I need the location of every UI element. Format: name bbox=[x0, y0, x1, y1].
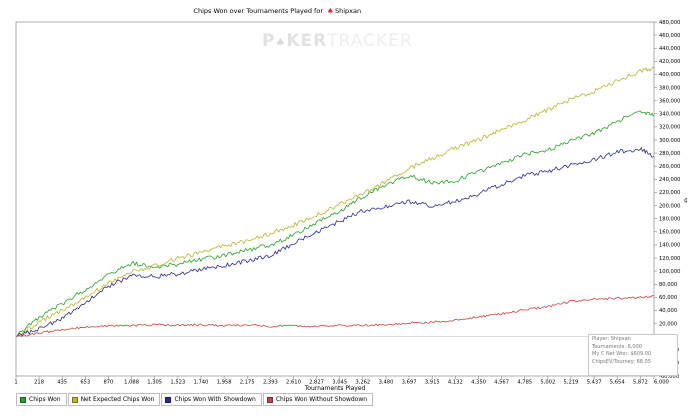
legend-swatch bbox=[266, 396, 273, 403]
x-axis-label: Tournaments Played bbox=[304, 385, 366, 392]
pokertracker-watermark: P♠KERTRACKER bbox=[262, 31, 413, 51]
y-tick-label: 20,000 bbox=[659, 321, 677, 327]
x-tick-label: 218 bbox=[34, 380, 44, 386]
y-tick-label: 160,000 bbox=[659, 230, 680, 236]
series-line-net-expected-chips-won bbox=[15, 66, 655, 338]
x-tick-label: 1,088 bbox=[124, 380, 139, 386]
x-tick-label: 2,610 bbox=[286, 380, 301, 386]
x-tick-label: 2,393 bbox=[263, 380, 278, 386]
x-tick-label: 1,958 bbox=[217, 380, 232, 386]
stats-box: Player: Shipxan Tournaments: 6,000 My C … bbox=[588, 334, 678, 376]
legend: Chips Won Net Expected Chips Won Chips W… bbox=[16, 393, 374, 406]
series-line-chips-won-without-showdown bbox=[15, 295, 655, 338]
x-tick-label: 1,740 bbox=[194, 380, 209, 386]
x-tick-label: 3,697 bbox=[402, 380, 417, 386]
legend-label: Chips Won bbox=[29, 396, 61, 403]
x-tick-label: 4,785 bbox=[517, 380, 532, 386]
legend-label: Chips Won Without Showdown bbox=[275, 396, 368, 403]
x-tick-label: 5,219 bbox=[564, 380, 579, 386]
stats-player: Player: Shipxan bbox=[592, 336, 631, 342]
x-tick-label: 5,002 bbox=[540, 380, 555, 386]
y-tick-label: 200,000 bbox=[659, 203, 680, 209]
x-tick-label: 1 bbox=[14, 380, 17, 386]
y-tick-label: 320,000 bbox=[659, 125, 680, 131]
legend-item-chips-won[interactable]: Chips Won bbox=[16, 393, 67, 406]
y-axis: 480,000 460,000 440,000 420,000 400,000 380,0… bbox=[16, 20, 680, 380]
x-tick-label: 1,305 bbox=[147, 380, 162, 386]
stats-net-won: My C Net Won: $609.00 bbox=[592, 351, 652, 357]
x-tick-label: 1,523 bbox=[170, 380, 185, 386]
stats-ev: ChipsEV/Tourney: 68.05 bbox=[592, 358, 651, 365]
y-tick-label: 440,000 bbox=[659, 46, 680, 52]
y-tick-label: 40,000 bbox=[659, 308, 677, 314]
x-tick-label: 4,132 bbox=[448, 380, 463, 386]
x-tick-label: 435 bbox=[57, 380, 67, 386]
legend-item-with-showdown[interactable]: Chips Won With Showdown bbox=[161, 393, 262, 406]
x-axis: 1 218 435 653 870 1,088 1,305 1,523 1,740 1,958 2,… bbox=[14, 376, 669, 386]
y-tick-label: 420,000 bbox=[659, 59, 680, 65]
y-tick-label: 260,000 bbox=[659, 164, 680, 170]
series-line-chips-won bbox=[15, 110, 655, 337]
y-tick-label: 340,000 bbox=[659, 112, 680, 118]
y-tick-label: 120,000 bbox=[659, 256, 680, 262]
player-name: Shipxan bbox=[335, 7, 361, 15]
pokerstars-spade-icon: ♠ bbox=[327, 7, 334, 16]
legend-item-net-expected[interactable]: Net Expected Chips Won bbox=[67, 393, 161, 406]
x-tick-label: 3,045 bbox=[332, 380, 347, 386]
x-tick-label: 2,827 bbox=[309, 380, 324, 386]
x-tick-label: 6,000 bbox=[654, 380, 669, 386]
y-tick-label: 460,000 bbox=[659, 33, 680, 39]
x-tick-label: 4,567 bbox=[494, 380, 509, 386]
series-line-chips-won-with-showdown bbox=[15, 147, 655, 338]
y-tick-label: 60,000 bbox=[659, 295, 677, 301]
y-tick-label: 220,000 bbox=[659, 190, 680, 196]
legend-swatch bbox=[20, 396, 26, 403]
x-tick-label: 4,350 bbox=[471, 380, 486, 386]
x-tick-label: 5,872 bbox=[633, 380, 648, 386]
y-axis-chevron-icon: ¢ bbox=[684, 197, 688, 204]
x-tick-label: 3,480 bbox=[379, 380, 394, 386]
x-tick-label: 870 bbox=[103, 380, 113, 386]
x-tick-label: 653 bbox=[80, 380, 90, 386]
x-tick-label: 5,654 bbox=[610, 380, 626, 386]
spade-watermark-icon: ♠ bbox=[275, 36, 287, 49]
legend-swatch bbox=[165, 396, 172, 403]
y-tick-label: 100,000 bbox=[659, 269, 680, 275]
y-tick-label: 380,000 bbox=[659, 85, 680, 91]
y-tick-label: 80,000 bbox=[659, 282, 677, 288]
legend-label: Chips Won With Showdown bbox=[174, 396, 256, 403]
legend-swatch bbox=[71, 396, 78, 403]
legend-label: Net Expected Chips Won bbox=[80, 396, 155, 403]
x-tick-label: 3,262 bbox=[355, 380, 370, 386]
y-tick-label: 240,000 bbox=[659, 177, 680, 183]
y-tick-label: -60,000 bbox=[659, 374, 679, 380]
stats-tournaments: Tournaments: 6,000 bbox=[592, 343, 642, 350]
y-tick-label: 300,000 bbox=[659, 138, 680, 144]
y-tick-label: 480,000 bbox=[659, 20, 680, 26]
x-tick-label: 5,437 bbox=[587, 380, 602, 386]
x-tick-label: 3,915 bbox=[425, 380, 440, 386]
y-tick-label: 140,000 bbox=[659, 243, 680, 249]
legend-item-without-showdown[interactable]: Chips Won Without Showdown bbox=[262, 393, 374, 406]
x-tick-label: 2,175 bbox=[240, 380, 255, 386]
y-tick-label: 180,000 bbox=[659, 216, 680, 222]
y-tick-label: 360,000 bbox=[659, 98, 680, 104]
series-layer bbox=[15, 66, 655, 338]
plot-frame bbox=[15, 21, 655, 377]
chart-title: Chips Won over Tournaments Played for bbox=[193, 7, 323, 15]
y-tick-label: 280,000 bbox=[659, 151, 680, 157]
y-tick-label: 400,000 bbox=[659, 72, 680, 78]
